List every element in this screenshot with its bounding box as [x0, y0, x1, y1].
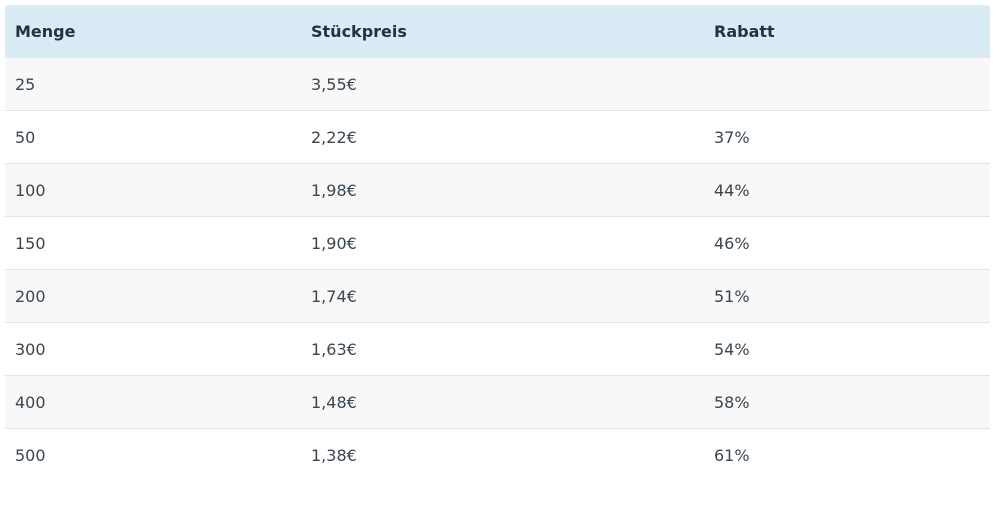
- cell-menge: 200: [15, 286, 46, 306]
- cell-rabatt: 61%: [714, 446, 750, 465]
- cell-menge: 100: [15, 180, 46, 200]
- table-header-row: Menge Stückpreis Rabatt: [5, 5, 990, 58]
- table-row: 150 1,90€ 46%: [5, 217, 990, 270]
- cell-menge: 500: [15, 446, 46, 465]
- cell-stueckpreis: 1,90€: [311, 233, 357, 253]
- header-stueckpreis: Stückpreis: [311, 21, 407, 41]
- cell-rabatt: 51%: [714, 286, 750, 306]
- cell-rabatt: 37%: [714, 127, 750, 147]
- cell-menge: 50: [15, 127, 36, 147]
- table-row: 400 1,48€ 58%: [5, 376, 990, 429]
- cell-stueckpreis: 1,38€: [311, 446, 357, 465]
- table-row: 200 1,74€ 51%: [5, 270, 990, 323]
- cell-stueckpreis: 1,63€: [311, 339, 357, 359]
- table-row: 300 1,63€ 54%: [5, 323, 990, 376]
- header-menge: Menge: [15, 21, 76, 41]
- cell-rabatt: 46%: [714, 233, 750, 253]
- cell-stueckpreis: 1,48€: [311, 392, 357, 412]
- cell-stueckpreis: 1,98€: [311, 180, 357, 200]
- cell-rabatt: 54%: [714, 339, 750, 359]
- cell-rabatt: 58%: [714, 392, 750, 412]
- table-row: 500 1,38€ 61%: [5, 429, 990, 482]
- cell-stueckpreis: 3,55€: [311, 74, 357, 94]
- cell-stueckpreis: 2,22€: [311, 127, 357, 147]
- cell-menge: 25: [15, 74, 36, 94]
- header-rabatt: Rabatt: [714, 21, 775, 41]
- cell-rabatt: 44%: [714, 180, 750, 200]
- table-row: 50 2,22€ 37%: [5, 111, 990, 164]
- price-table: Menge Stückpreis Rabatt 25 3,55€ 50 2,22…: [5, 5, 990, 482]
- cell-stueckpreis: 1,74€: [311, 286, 357, 306]
- table-row: 25 3,55€: [5, 58, 990, 111]
- cell-menge: 400: [15, 392, 46, 412]
- table-row: 100 1,98€ 44%: [5, 164, 990, 217]
- cell-menge: 150: [15, 233, 46, 253]
- cell-menge: 300: [15, 339, 46, 359]
